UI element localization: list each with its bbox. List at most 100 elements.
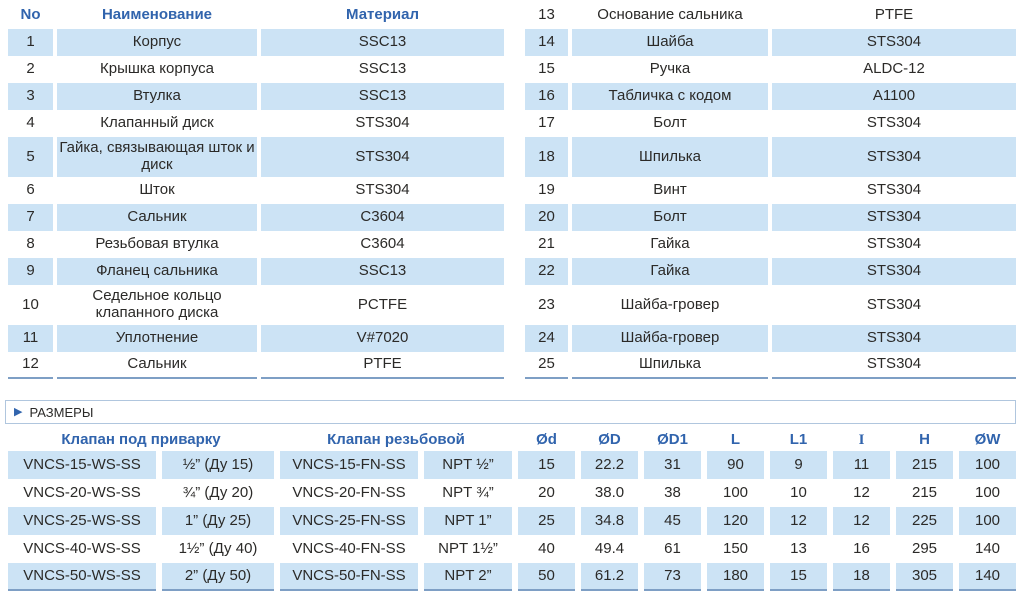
part-number-cell: 16 xyxy=(525,83,568,110)
parts-table-left: No Наименование Материал 1 Корпус SSC13 2 Кр… xyxy=(8,2,504,379)
part-name-cell: Крышка корпуса xyxy=(99,60,214,78)
part-number-cell: 4 xyxy=(26,114,35,132)
thread-size-cell: NPT 1½” xyxy=(438,539,498,557)
dim-value-cell: 73 xyxy=(644,563,701,591)
dim-value-cell: 31 xyxy=(644,451,701,479)
parts-row: 15 Ручка ALDC-12 xyxy=(525,56,1016,83)
part-material-cell: STS304 xyxy=(772,204,1016,231)
part-name-cell: Шайба xyxy=(572,29,768,56)
part-material-cell: PCTFE xyxy=(357,295,408,313)
parts-row: 25 Шпилька STS304 xyxy=(525,352,1016,379)
dim-value-cell: 120 xyxy=(707,507,764,535)
parts-row: 5 Гайка, связывающая шток и диск STS304 xyxy=(8,137,504,177)
part-material-cell: STS304 xyxy=(866,295,922,313)
dim-value-cell: 90 xyxy=(707,451,764,479)
part-number-cell: 14 xyxy=(525,29,568,56)
dim-value-cell: 305 xyxy=(896,563,953,591)
dimensions-row: VNCS-50-WS-SS 2” (Ду 50) VNCS-50-FN-SS NPT … xyxy=(8,563,1016,591)
part-number-cell: 10 xyxy=(22,295,39,313)
dim-value-cell: 10 xyxy=(790,483,807,501)
dim-value-cell: 100 xyxy=(974,483,1001,501)
weld-size-cell: 1½” (Ду 40) xyxy=(178,539,258,557)
parts-row: 1 Корпус SSC13 xyxy=(8,29,504,56)
part-material-cell: V#7020 xyxy=(261,325,504,352)
dimensions-table: Клапан под приварку Клапан резьбовой Ød Ø… xyxy=(8,429,1016,591)
part-name-cell: Сальник xyxy=(57,204,257,231)
part-material-cell: A1100 xyxy=(772,83,1016,110)
dim-value-cell: 45 xyxy=(644,507,701,535)
part-material-cell: SSC13 xyxy=(261,83,504,110)
thread-code-cell: VNCS-25-FN-SS xyxy=(280,507,418,535)
parts-row: 6 Шток STS304 xyxy=(8,177,504,204)
parts-row: 3 Втулка SSC13 xyxy=(8,83,504,110)
part-name-cell: Сальник xyxy=(57,352,257,379)
thread-size-cell: NPT 2” xyxy=(424,563,512,591)
thread-code-cell: VNCS-50-FN-SS xyxy=(280,563,418,591)
part-name-cell: Корпус xyxy=(57,29,257,56)
parts-header-name: Наименование xyxy=(101,6,213,24)
dimensions-row: VNCS-15-WS-SS ½” (Ду 15) VNCS-15-FN-SS NPT … xyxy=(8,451,1016,479)
sizes-section-banner: ▶ РАЗМЕРЫ xyxy=(5,400,1016,424)
parts-row: 4 Клапанный диск STS304 xyxy=(8,110,504,137)
parts-row: 22 Гайка STS304 xyxy=(525,258,1016,285)
part-material-cell: STS304 xyxy=(772,325,1016,352)
dim-header-cell: ØW xyxy=(974,430,1001,448)
dim-header-cell: ØD xyxy=(598,430,621,448)
dim-value-cell: 180 xyxy=(707,563,764,591)
part-material-cell: STS304 xyxy=(772,29,1016,56)
part-name-cell: Гайка, связывающая шток и диск xyxy=(57,137,257,177)
parts-row: 19 Винт STS304 xyxy=(525,177,1016,204)
parts-row: 21 Гайка STS304 xyxy=(525,231,1016,258)
dim-value-cell: 49.4 xyxy=(594,539,625,557)
dimensions-header-row: Клапан под приварку Клапан резьбовой Ød Ø… xyxy=(8,429,1016,451)
parts-row: 10 Седельное кольцо клапанного диска PCTFE xyxy=(8,285,504,325)
dim-value-cell: 61.2 xyxy=(581,563,638,591)
dim-header-cell: Ød xyxy=(536,430,557,448)
dim-value-cell: 225 xyxy=(896,507,953,535)
dim-value-cell: 40 xyxy=(538,539,555,557)
thread-code-cell: VNCS-15-FN-SS xyxy=(280,451,418,479)
part-name-cell: Болт xyxy=(653,114,687,132)
dim-value-cell: 16 xyxy=(853,539,870,557)
part-number-cell: 13 xyxy=(538,6,555,24)
sizes-section-title: РАЗМЕРЫ xyxy=(29,404,94,420)
part-name-cell: Седельное кольцо клапанного диска xyxy=(92,287,222,321)
dim-value-cell: 295 xyxy=(911,539,938,557)
parts-row: 20 Болт STS304 xyxy=(525,204,1016,231)
dim-value-cell: 100 xyxy=(959,451,1016,479)
part-name-cell: Ручка xyxy=(649,60,691,78)
part-material-cell: STS304 xyxy=(261,137,504,177)
parts-row: 2 Крышка корпуса SSC13 xyxy=(8,56,504,83)
dim-value-cell: 12 xyxy=(833,507,890,535)
dim-value-cell: 15 xyxy=(770,563,827,591)
part-number-cell: 9 xyxy=(8,258,53,285)
part-name-cell: Клапанный диск xyxy=(100,114,214,132)
thread-size-cell: NPT 1” xyxy=(424,507,512,535)
parts-rows-left: 1 Корпус SSC13 2 Крышка корпуса SSC13 3 Втулка S… xyxy=(8,29,504,379)
dim-value-cell: 12 xyxy=(770,507,827,535)
parts-header-material: Материал xyxy=(346,6,419,24)
weld-code-cell: VNCS-15-WS-SS xyxy=(8,451,156,479)
part-name-cell: Винт xyxy=(653,181,687,199)
weld-size-cell: ½” (Ду 15) xyxy=(162,451,274,479)
weld-valve-group-header: Клапан под приварку xyxy=(61,430,221,448)
parts-row: 8 Резьбовая втулка C3604 xyxy=(8,231,504,258)
part-material-cell: STS304 xyxy=(866,235,922,253)
dim-value-cell: 50 xyxy=(518,563,575,591)
weld-code-cell: VNCS-40-WS-SS xyxy=(23,539,141,557)
dim-value-cell: 100 xyxy=(722,483,749,501)
dimensions-row: VNCS-40-WS-SS 1½” (Ду 40) VNCS-40-FN-SS NPT… xyxy=(8,535,1016,563)
part-name-cell: Шпилька xyxy=(572,352,768,379)
part-number-cell: 5 xyxy=(8,137,53,177)
part-number-cell: 19 xyxy=(538,181,555,199)
parts-rows-right: 13 Основание сальника PTFE 14 Шайба STS304 15 Р… xyxy=(525,2,1016,379)
dim-value-cell: 13 xyxy=(790,539,807,557)
part-number-cell: 11 xyxy=(8,325,53,352)
parts-row: 18 Шпилька STS304 xyxy=(525,137,1016,177)
weld-size-cell: 1” (Ду 25) xyxy=(162,507,274,535)
dim-value-cell: 100 xyxy=(959,507,1016,535)
part-number-cell: 21 xyxy=(538,235,555,253)
dim-value-cell: 38 xyxy=(664,483,681,501)
part-material-cell: SSC13 xyxy=(358,60,407,78)
dim-header-cell: H xyxy=(919,430,930,448)
